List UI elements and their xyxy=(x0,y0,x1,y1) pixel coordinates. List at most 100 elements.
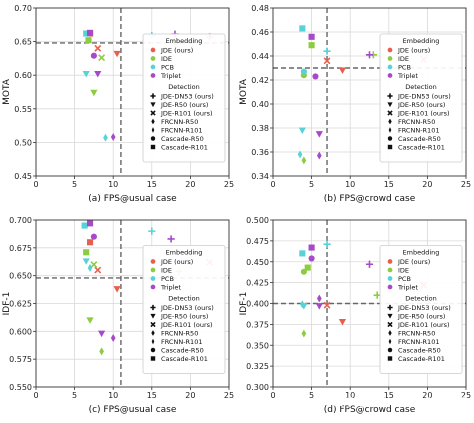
data-point xyxy=(113,286,121,293)
legend-marker xyxy=(387,276,393,281)
legend-item: IDE xyxy=(398,267,409,275)
legend-marker xyxy=(387,321,393,328)
legend-item: JDE-R101 (ours) xyxy=(397,110,450,118)
legend-marker xyxy=(387,47,393,53)
x-tick-label: 20 xyxy=(185,180,195,189)
data-point xyxy=(299,300,305,309)
legend-marker xyxy=(387,284,393,290)
x-tick-label: 25 xyxy=(224,391,234,400)
data-point xyxy=(98,330,106,338)
legend-box xyxy=(142,245,226,374)
legend-item: JDE-DN53 (ours) xyxy=(160,93,214,101)
x-tick-label: 0 xyxy=(270,391,275,400)
legend-item: FRCNN-R50 xyxy=(161,118,198,126)
data-point xyxy=(338,318,347,326)
y-tick-label: 0.400 xyxy=(246,300,269,309)
legend-item: IDE xyxy=(161,55,172,63)
legend-detection-title: Detection xyxy=(168,83,200,91)
panel-caption: (d) FPS@crowd case xyxy=(324,405,416,415)
legend-marker xyxy=(387,259,393,264)
y-tick-label: 0.44 xyxy=(251,52,269,61)
legend-marker xyxy=(150,136,156,141)
legend-marker xyxy=(150,347,156,353)
legend-item: JDE-R50 (ours) xyxy=(160,101,208,109)
legend-marker xyxy=(388,127,392,133)
legend-marker xyxy=(388,338,392,345)
chart-panel-3: 0 5 10 15 20 25 0.550 0.575 0.600 0.625 0.650 0.675… xyxy=(2,216,234,415)
legend-embedding-title: Embedding xyxy=(403,249,440,257)
plot-frame xyxy=(272,219,467,388)
legend-item: JDE-DN53 (ours) xyxy=(397,93,451,101)
legend-item: Triplet xyxy=(160,284,181,292)
x-tick-label: 20 xyxy=(422,180,432,189)
y-axis-label: MOTA xyxy=(2,78,12,105)
y-tick-label: 0.38 xyxy=(251,124,269,133)
legend-marker xyxy=(150,47,156,53)
x-tick-label: 10 xyxy=(345,180,355,189)
legend-marker xyxy=(387,267,393,273)
legend-marker xyxy=(387,56,393,61)
data-point xyxy=(299,250,306,257)
x-tick-label: 15 xyxy=(147,180,157,189)
x-tick-label: 20 xyxy=(422,391,432,400)
data-point xyxy=(338,67,347,74)
legend-marker xyxy=(387,356,393,361)
legend-marker xyxy=(150,356,156,361)
legend-item: FRCNN-R101 xyxy=(398,127,439,135)
legend-item: Triplet xyxy=(397,72,418,80)
legend-item: PCB xyxy=(398,64,411,72)
data-point xyxy=(315,131,323,138)
legend-detection-title: Detection xyxy=(168,295,200,303)
data-point xyxy=(87,263,93,272)
y-tick-label: 0.450 xyxy=(246,258,269,267)
legend-embedding-title: Embedding xyxy=(403,37,440,45)
legend-marker xyxy=(150,276,156,281)
data-point xyxy=(323,301,331,309)
legend-item: JDE-R50 (ours) xyxy=(397,101,445,109)
x-tick-label: 25 xyxy=(224,180,234,189)
data-point xyxy=(365,260,374,268)
data-point xyxy=(94,70,102,78)
legend-marker xyxy=(150,267,156,273)
data-point xyxy=(94,266,102,274)
x-tick-label: 20 xyxy=(185,391,195,400)
legend-marker xyxy=(150,144,156,150)
panel-caption: (a) FPS@usual case xyxy=(88,194,177,204)
y-tick-label: 0.70 xyxy=(14,4,32,13)
data-point xyxy=(85,37,92,44)
legend-item: JDE (ours) xyxy=(160,47,193,55)
legend-marker xyxy=(387,102,393,108)
legend-marker xyxy=(150,304,156,311)
plot-frame xyxy=(35,7,230,177)
legend-detection-title: Detection xyxy=(405,83,437,91)
y-tick-label: 0.60 xyxy=(14,71,32,80)
data-point xyxy=(81,222,88,229)
legend-item: FRCNN-R50 xyxy=(398,118,435,126)
legend-marker xyxy=(150,64,156,70)
legend-marker xyxy=(151,330,155,336)
legend-item: PCB xyxy=(398,275,411,283)
legend-marker xyxy=(151,338,155,345)
legend-marker xyxy=(150,73,156,78)
legend-item: FRCNN-R50 xyxy=(161,330,198,338)
legend-item: FRCNN-R101 xyxy=(398,338,439,346)
legend-marker xyxy=(387,304,393,311)
x-tick-label: 5 xyxy=(309,180,314,189)
data-point xyxy=(82,258,90,265)
y-tick-label: 0.45 xyxy=(14,172,32,181)
y-tick-label: 0.650 xyxy=(9,272,32,281)
data-point xyxy=(99,347,104,356)
legend-item: JDE-R101 (ours) xyxy=(160,110,213,118)
legend-item: JDE-R101 (ours) xyxy=(160,321,213,329)
legend-box xyxy=(379,245,463,374)
data-point xyxy=(299,25,306,32)
legend-item: JDE (ours) xyxy=(397,47,430,55)
legend-marker xyxy=(150,102,156,108)
panel-caption: (b) FPS@crowd case xyxy=(324,194,416,204)
data-point xyxy=(323,240,331,248)
y-axis-label: MOTA xyxy=(239,78,249,105)
